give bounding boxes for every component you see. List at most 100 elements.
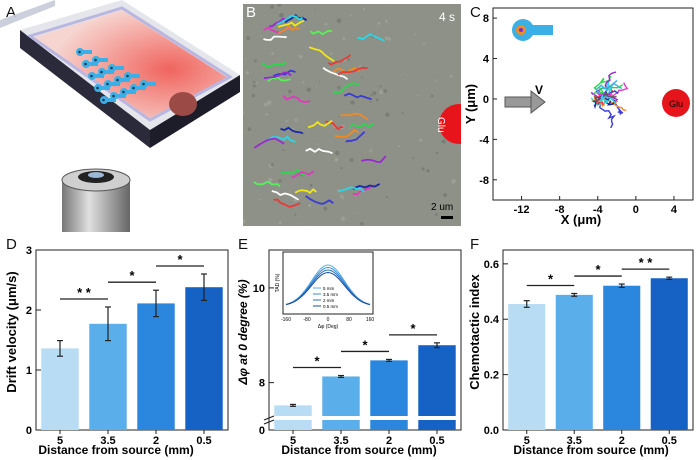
trajectory-track — [333, 82, 360, 95]
background-speckle — [279, 11, 281, 14]
x-tick-label: -4 — [593, 204, 604, 216]
trajectory-track — [263, 35, 287, 41]
inset-legend-label: 3.5 mm — [323, 292, 338, 297]
inset-frame — [282, 251, 374, 315]
background-speckle — [337, 86, 341, 90]
x-tick-label: 0.5 — [196, 435, 211, 447]
x-tick-label: 3.5 — [567, 435, 582, 447]
background-speckle — [426, 169, 430, 173]
background-speckle — [387, 37, 392, 41]
background-speckle — [268, 177, 273, 183]
significance-mark: * — [548, 271, 554, 286]
inset-legend-label: 2 mm — [323, 298, 335, 303]
glucose-source-marker — [439, 104, 461, 144]
micromotor — [80, 50, 92, 54]
background-speckle — [435, 151, 439, 155]
background-speckle — [346, 95, 348, 97]
motor-icon — [512, 19, 553, 41]
trajectory-track — [276, 14, 303, 26]
background-speckle — [306, 87, 311, 92]
trajectory-track — [337, 66, 368, 76]
background-speckle — [362, 8, 366, 11]
microscope-objective — [61, 168, 131, 232]
background-speckle — [375, 88, 377, 91]
scale-label: 2 um — [431, 202, 454, 213]
micromotor — [112, 66, 124, 70]
micromotor — [124, 90, 136, 94]
plot-frame — [492, 7, 694, 201]
micromotor-core — [116, 78, 119, 82]
trajectory-track — [345, 131, 366, 143]
micromotor-core — [132, 86, 135, 90]
background-speckle — [282, 70, 285, 73]
background-speckle — [398, 144, 401, 147]
trajectory-track — [337, 186, 365, 193]
background-speckle — [347, 58, 351, 61]
x-tick-label: 3.5 — [100, 435, 115, 447]
trajectory-track — [280, 126, 304, 135]
background-speckle — [340, 166, 343, 170]
background-speckle — [264, 112, 268, 116]
significance-mark: * * — [77, 285, 92, 300]
background-speckle — [245, 57, 247, 60]
background-speckle — [379, 85, 382, 88]
x-axis-label: X (μm) — [561, 212, 601, 227]
y-tick-label: 3 — [26, 245, 32, 257]
y-axis-label: Y (μm) — [465, 84, 478, 124]
micromotor-core — [112, 94, 115, 98]
cluster-trajectory — [594, 92, 605, 106]
bar — [89, 323, 127, 430]
inset-x-label: Δφ (Deg) — [318, 324, 339, 330]
cluster-trajectory — [595, 79, 618, 94]
background-speckle — [349, 158, 354, 163]
background-speckle — [401, 112, 404, 115]
background-speckle — [282, 148, 285, 151]
background-speckle — [451, 179, 456, 184]
micromotor — [98, 86, 110, 90]
background-speckle — [449, 74, 453, 78]
plot-frame — [502, 249, 694, 431]
y-tick-label: 8 — [259, 378, 265, 390]
background-speckle — [349, 127, 351, 130]
trajectory-track — [267, 135, 296, 143]
background-speckle — [369, 149, 373, 153]
micromotor-core — [94, 58, 97, 62]
significance-mark: * — [129, 268, 135, 283]
background-speckle — [245, 71, 249, 75]
background-speckle — [361, 76, 364, 79]
background-speckle — [324, 22, 328, 26]
significance-mark: * — [314, 354, 320, 369]
trajectory-track — [308, 46, 335, 63]
cluster-trajectory — [594, 90, 617, 103]
plot-frame — [268, 249, 462, 431]
x-tick-label: 2 — [619, 435, 625, 447]
x-tick-label: -12 — [514, 204, 530, 216]
x-tick-label: 0.5 — [662, 435, 677, 447]
micromotor — [144, 82, 156, 86]
trajectory-track — [340, 112, 369, 121]
bar — [508, 304, 546, 430]
bar — [650, 278, 688, 430]
trajectory-track — [357, 33, 385, 42]
bar — [555, 294, 593, 430]
x-axis-label: Distance from source (mm) — [281, 443, 436, 457]
trajectory-track — [273, 198, 301, 208]
glu-source-circle — [662, 89, 690, 117]
inset-legend-label: 5 mm — [323, 286, 335, 291]
y-tick-label: 0 — [26, 425, 32, 437]
significance-mark: * — [362, 337, 368, 352]
background-speckle — [412, 156, 415, 159]
x-tick-label: 5 — [524, 435, 530, 447]
background-speckle — [375, 98, 379, 102]
trajectory-track — [343, 92, 372, 101]
background-speckle — [314, 9, 316, 11]
trajectory-track — [349, 122, 375, 128]
micromotor — [96, 58, 108, 62]
background-speckle — [270, 163, 274, 167]
y-axis-label: Drift velocity (μm/s) — [4, 271, 19, 392]
background-speckle — [430, 94, 434, 98]
panel-label-b: B — [246, 4, 257, 21]
trajectory-track — [305, 147, 333, 155]
background-speckle — [302, 133, 305, 135]
micromotor-core — [102, 98, 105, 102]
